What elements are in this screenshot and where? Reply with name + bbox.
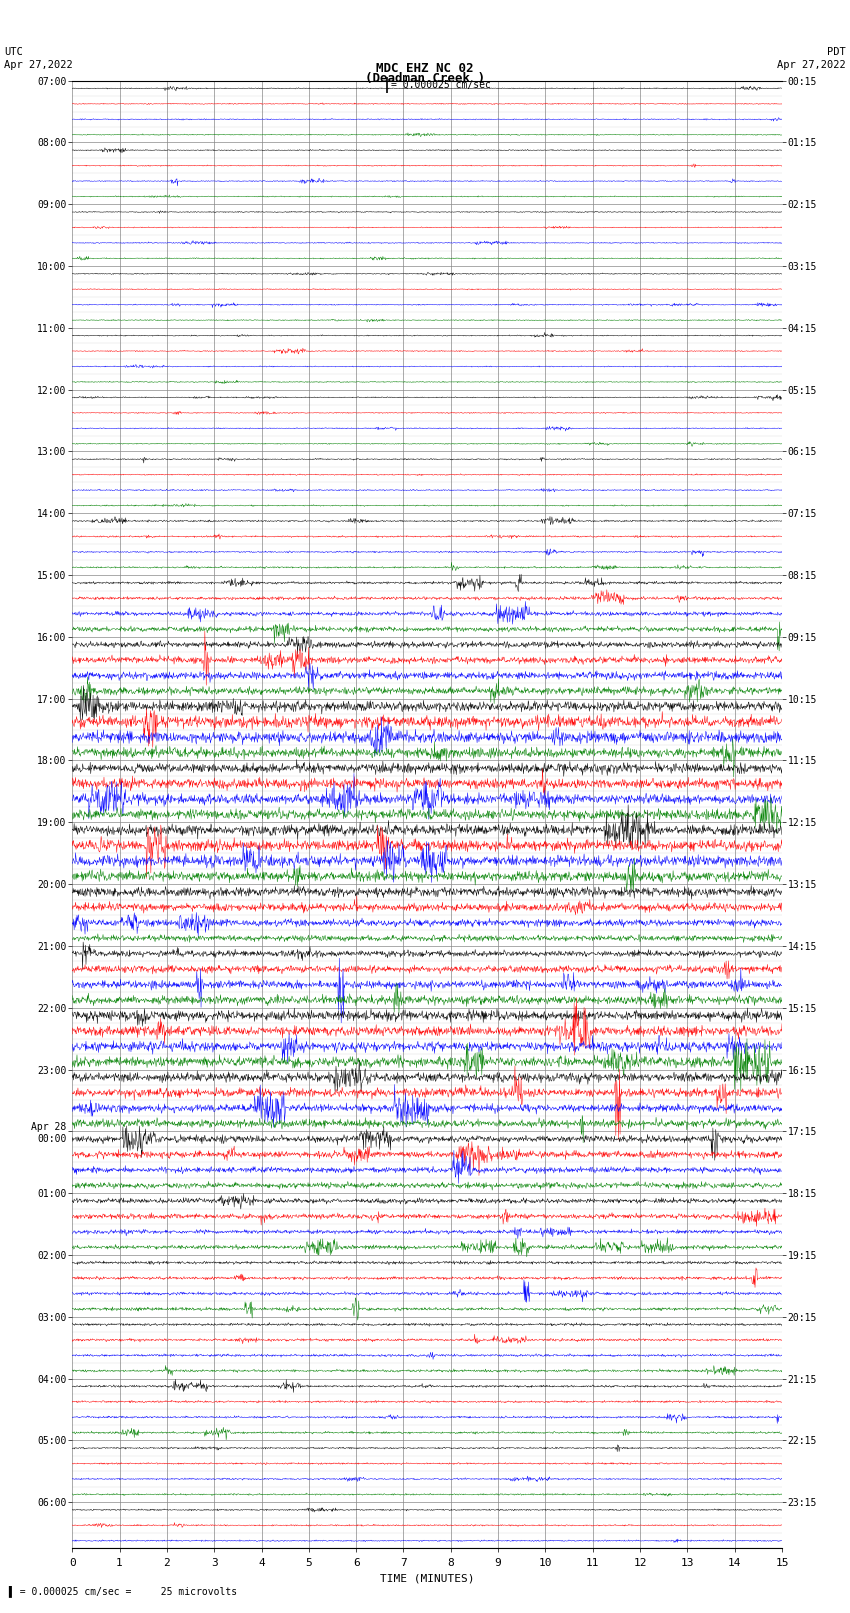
Text: Apr 27,2022: Apr 27,2022 (4, 60, 73, 69)
Text: PDT: PDT (827, 47, 846, 56)
Text: Apr 27,2022: Apr 27,2022 (777, 60, 846, 69)
Text: ▌ = 0.000025 cm/sec =     25 microvolts: ▌ = 0.000025 cm/sec = 25 microvolts (8, 1586, 238, 1597)
Text: UTC: UTC (4, 47, 23, 56)
Text: MDC EHZ NC 02: MDC EHZ NC 02 (377, 61, 473, 76)
X-axis label: TIME (MINUTES): TIME (MINUTES) (380, 1573, 474, 1582)
Text: = 0.000025 cm/sec: = 0.000025 cm/sec (391, 79, 490, 90)
Text: (Deadman Creek ): (Deadman Creek ) (365, 71, 485, 85)
